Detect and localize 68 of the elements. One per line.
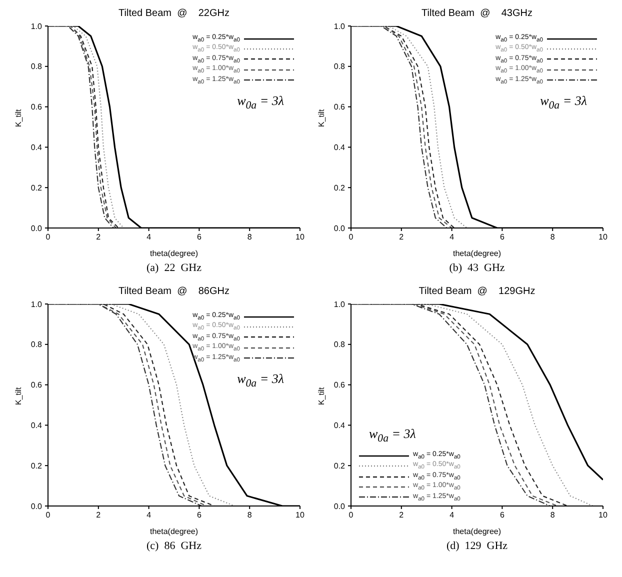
- annotation: w$_{0a}$ = 3λ: [539, 92, 587, 112]
- x-tick-label: 4: [450, 510, 455, 520]
- x-tick-label: 10: [598, 232, 608, 242]
- x-tick-label: 4: [450, 232, 455, 242]
- y-tick-label: 0.0: [334, 224, 346, 233]
- y-tick-label: 0.4: [30, 421, 43, 430]
- x-tick-label: 6: [196, 232, 202, 242]
- x-axis-title: theta(degree): [452, 249, 502, 258]
- x-tick-label: 6: [500, 510, 505, 520]
- y-tick-label: 0.0: [30, 502, 43, 511]
- annotation: w$_{0a}$ = 3λ: [369, 426, 417, 446]
- y-tick-label: 1.0: [334, 22, 346, 31]
- y-tick-label: 1.0: [334, 300, 346, 309]
- x-axis-title: theta(degree): [150, 527, 198, 536]
- annotation: w$_{0a}$ = 3λ: [236, 92, 284, 112]
- text: (c) 86 GHz: [146, 540, 202, 554]
- y-tick-label: 1.0: [30, 300, 43, 309]
- y-axis-title: K_tilt: [14, 386, 23, 405]
- y-tick-label: 1.0: [30, 22, 43, 31]
- y-axis-title: K_tilt: [316, 108, 326, 127]
- text: (d) 129 GHz: [445, 540, 509, 554]
- y-tick-label: 0.2: [334, 183, 346, 192]
- y-tick-label: 0.2: [334, 461, 346, 470]
- x-tick-label: 2: [96, 510, 102, 520]
- y-tick-label: 0.0: [30, 224, 43, 233]
- x-tick-label: 8: [247, 232, 252, 242]
- y-tick-label: 0.6: [30, 380, 43, 390]
- y-axis-title: K_tilt: [316, 386, 326, 405]
- y-tick-label: 0.8: [30, 340, 43, 350]
- x-tick-label: 6: [196, 510, 202, 520]
- x-tick-label: 4: [146, 510, 152, 520]
- x-tick-label: 6: [500, 232, 505, 242]
- y-tick-label: 0.2: [30, 461, 43, 470]
- x-tick-label: 2: [96, 232, 102, 242]
- x-tick-label: 0: [46, 510, 51, 520]
- x-axis-title: theta(degree): [452, 527, 502, 536]
- y-tick-label: 0.4: [30, 143, 43, 152]
- x-axis-title: theta(degree): [150, 249, 198, 258]
- y-tick-label: 0.8: [334, 340, 346, 350]
- x-tick-label: 2: [399, 510, 404, 520]
- y-tick-label: 0.0: [334, 502, 346, 511]
- y-tick-label: 0.8: [30, 62, 43, 72]
- x-tick-label: 0: [348, 232, 354, 242]
- x-tick-label: 8: [550, 232, 556, 242]
- y-tick-label: 0.4: [334, 143, 346, 152]
- y-tick-label: 0.6: [30, 102, 43, 112]
- y-tick-label: 0.6: [334, 380, 346, 390]
- x-tick-label: 8: [247, 510, 252, 520]
- x-tick-label: 10: [296, 232, 305, 242]
- y-tick-label: 0.8: [334, 62, 346, 72]
- x-tick-label: 10: [598, 510, 608, 520]
- x-tick-label: 4: [146, 232, 152, 242]
- chart-title: Tilted Beam @ 43GHz: [420, 8, 534, 21]
- x-tick-label: 10: [296, 510, 305, 520]
- chart-title: Tilted Beam @ 129GHz: [418, 286, 536, 299]
- y-tick-label: 0.6: [334, 102, 346, 112]
- y-tick-label: 0.4: [334, 421, 346, 430]
- x-tick-label: 8: [550, 510, 556, 520]
- x-tick-label: 0: [46, 232, 51, 242]
- y-tick-label: 0.2: [30, 183, 43, 192]
- chart-title: Tilted Beam @ 22GHz: [118, 8, 230, 21]
- text: (a) 22 GHz: [146, 262, 202, 276]
- text: (b) 43 GHz: [448, 262, 506, 276]
- x-tick-label: 2: [399, 232, 404, 242]
- annotation: w$_{0a}$ = 3λ: [236, 370, 284, 390]
- x-tick-label: 0: [348, 510, 354, 520]
- chart-title: Tilted Beam @ 86GHz: [118, 286, 230, 299]
- y-axis-title: K_tilt: [14, 108, 23, 127]
